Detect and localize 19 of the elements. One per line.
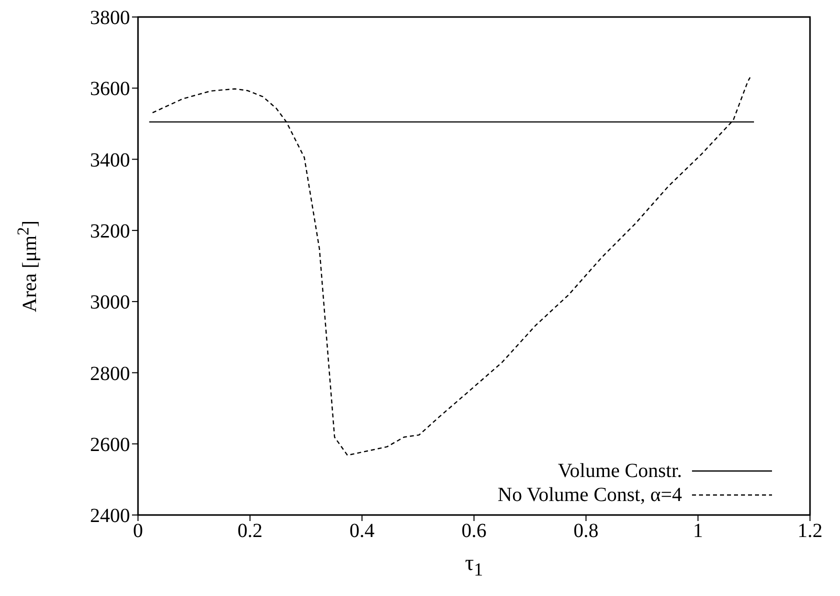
x-axis-title: τ$_{1}$ [464,550,484,580]
y-tick-label: 3000 [90,292,130,314]
y-tick-label: 3200 [90,220,130,243]
x-tick-label: 0 [133,520,143,542]
y-tick-label: 2600 [90,434,130,456]
y-tick-label: 3600 [90,78,130,100]
y-tick-label: 2400 [90,505,130,528]
x-tick-label: 0.4 [350,520,374,542]
y-tick-label: 2800 [90,362,130,385]
x-tick-label: 0.6 [462,520,486,542]
legend-label: No Volume Const, α=4 [498,483,682,507]
y-tick-label: 3400 [90,149,130,172]
legend-label: Volume Constr. [558,459,682,483]
x-tick-label: 0.2 [238,520,262,542]
y-tick-label: 3800 [90,7,130,30]
x-tick-label: 1.2 [798,520,822,542]
x-tick-label: 0.8 [574,520,598,542]
line-series [152,76,751,456]
x-tick-label: 1 [693,520,703,542]
